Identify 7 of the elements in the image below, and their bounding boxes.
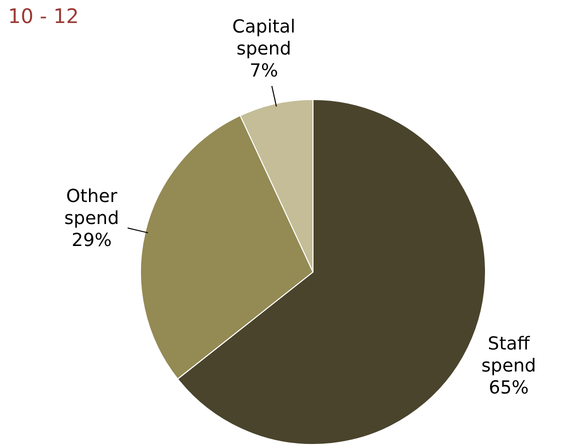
slice-label: Staff spend: [481, 333, 536, 376]
data-label: 7%: [250, 60, 278, 82]
slice-label: Other spend: [64, 186, 120, 230]
data-label: 65%: [488, 377, 529, 398]
slice-label: Capital spend: [232, 16, 296, 60]
chart-title: 10 - 12: [8, 4, 79, 28]
data-label: 29%: [72, 230, 112, 252]
